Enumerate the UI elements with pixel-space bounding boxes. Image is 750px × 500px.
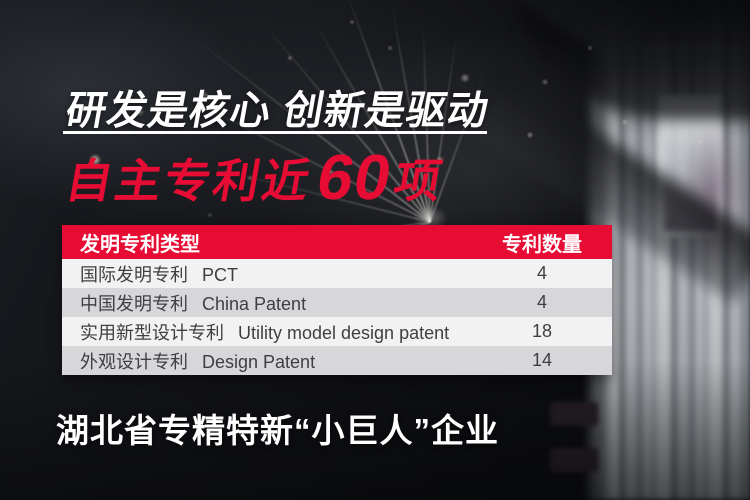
row-label: 外观设计专利 Design Patent [62,348,472,374]
row-label-zh: 国际发明专利 [80,264,188,285]
table-row: 中国发明专利 China Patent 4 [62,288,612,317]
title-underline [63,131,487,134]
row-label: 中国发明专利 China Patent [62,290,472,316]
row-label-en: Utility model design patent [238,322,450,343]
table-row: 国际发明专利 PCT 4 [62,259,612,288]
welding-arm [264,0,690,71]
table-header-count: 专利数量 [502,233,582,256]
row-label-zh: 外观设计专利 [80,351,188,372]
table-header-row: 发明专利类型 专利数量 [62,225,612,259]
hero-subtitle: 自主专利近 60 项 [61,141,450,213]
row-label-zh: 实用新型设计专利 [80,322,224,343]
subtitle-suffix: 项 [390,155,449,208]
row-count: 14 [531,350,553,370]
subtitle-prefix: 自主专利近 [61,155,317,208]
row-label-en: PCT [202,264,238,285]
table-row: 外观设计专利 Design Patent 14 [62,346,612,375]
machine-roller [550,448,598,472]
row-label-en: Design Patent [202,351,316,372]
table-header-type: 发明专利类型 [80,233,200,256]
row-label-zh: 中国发明专利 [80,293,188,314]
row-count: 4 [536,292,547,312]
hero-title: 研发是核心 创新是驱动 [62,89,493,133]
machine-roller [550,402,598,426]
row-count: 4 [536,263,547,283]
machinery-tint [680,120,750,260]
row-label-en: China Patent [202,293,307,314]
machinery-window [658,95,722,237]
row-count: 18 [531,321,553,341]
patent-table: 发明专利类型 专利数量 国际发明专利 PCT 4 中国发明专利 China Pate… [62,225,612,375]
row-label: 国际发明专利 PCT [62,261,472,287]
dark-arch [510,0,750,120]
row-label: 实用新型设计专利 Utility model design patent [62,319,472,345]
subtitle-number: 60 [311,141,398,213]
footer-slogan: 湖北省专精特新“小巨人”企业 [56,412,499,449]
table-row: 实用新型设计专利 Utility model design patent 18 [62,317,612,346]
